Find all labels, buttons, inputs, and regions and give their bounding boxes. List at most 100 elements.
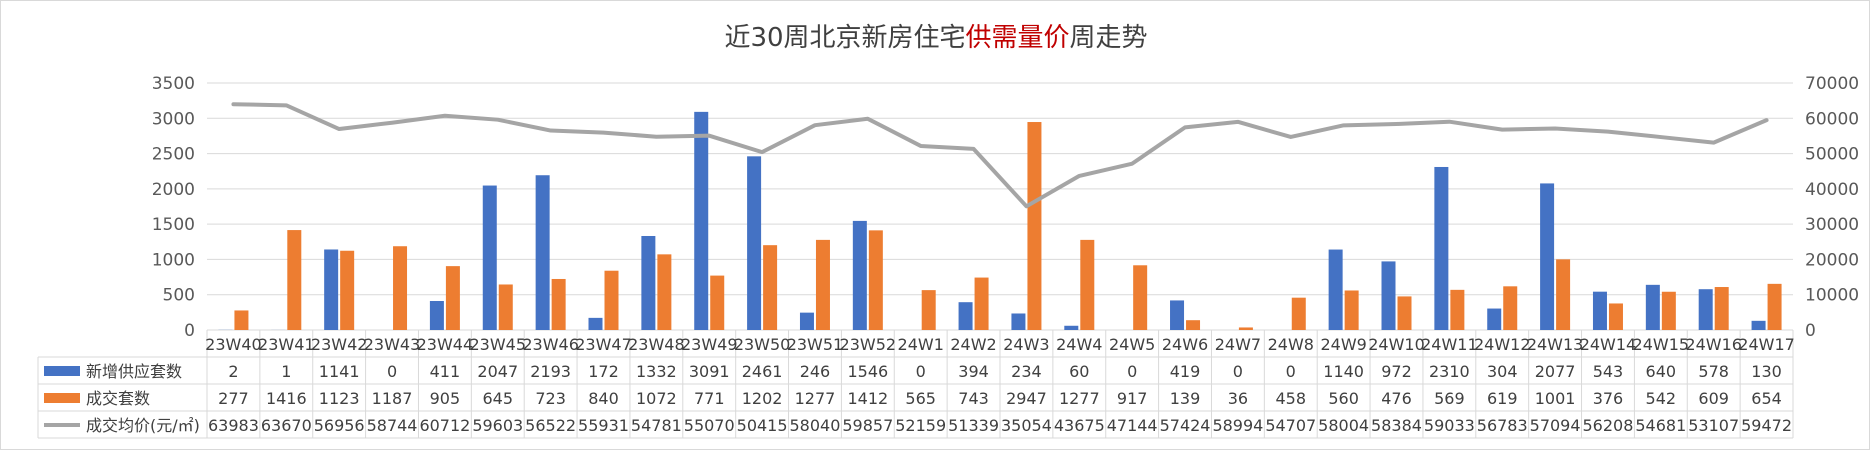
legend-label: 成交套数 <box>86 389 150 408</box>
bar-deals <box>763 245 778 330</box>
bar-supply <box>482 185 497 330</box>
data-label: 840 <box>588 389 619 408</box>
data-label: 771 <box>694 389 725 408</box>
data-label: 63670 <box>261 416 312 435</box>
x-tick-label: 23W45 <box>469 335 526 354</box>
data-label: 60712 <box>419 416 470 435</box>
data-label: 51339 <box>948 416 999 435</box>
x-tick-label: 24W12 <box>1474 335 1531 354</box>
y-right-tick-label: 30000 <box>1805 215 1859 235</box>
line-avg-price <box>231 102 1769 209</box>
x-tick-label: 23W47 <box>575 335 632 354</box>
data-label: 542 <box>1646 389 1677 408</box>
data-label: 53107 <box>1688 416 1739 435</box>
data-label: 917 <box>1117 389 1148 408</box>
y-left-tick-label: 1000 <box>152 250 195 270</box>
data-label: 55931 <box>578 416 629 435</box>
data-label: 58994 <box>1212 416 1263 435</box>
x-tick-label: 23W52 <box>840 335 897 354</box>
y-right-tick-label: 10000 <box>1805 286 1859 306</box>
data-label: 419 <box>1170 362 1201 381</box>
data-label: 58744 <box>367 416 418 435</box>
data-label: 560 <box>1328 389 1359 408</box>
bar-supply <box>1434 166 1449 330</box>
bar-deals <box>1080 239 1095 330</box>
bar-deals <box>1450 289 1465 330</box>
data-label: 130 <box>1751 362 1782 381</box>
x-tick-label: 23W44 <box>417 335 474 354</box>
data-label: 1277 <box>1059 389 1100 408</box>
x-tick-label: 24W3 <box>1003 335 1049 354</box>
data-label: 2047 <box>477 362 518 381</box>
bar-supply <box>641 235 656 330</box>
chart-title-part-2: 周走势 <box>1070 23 1148 53</box>
data-label: 50415 <box>737 416 788 435</box>
x-tick-label: 23W51 <box>787 335 844 354</box>
bar-supply <box>1540 183 1555 330</box>
x-tick-label: 24W2 <box>950 335 996 354</box>
data-label: 0 <box>1286 362 1296 381</box>
x-tick-label: 23W48 <box>628 335 685 354</box>
data-label: 43675 <box>1054 416 1105 435</box>
bar-deals <box>710 275 725 330</box>
bar-deals <box>1238 327 1253 330</box>
data-label: 645 <box>482 389 513 408</box>
data-label: 1001 <box>1535 389 1576 408</box>
data-label: 458 <box>1275 389 1306 408</box>
bar-supply <box>429 300 444 330</box>
y-left-tick-label: 3000 <box>152 109 195 129</box>
data-label: 139 <box>1170 389 1201 408</box>
bar-supply <box>1064 325 1079 330</box>
bar-supply <box>1170 300 1185 330</box>
bar-supply <box>1592 291 1607 330</box>
data-label: 394 <box>958 362 989 381</box>
data-label: 1332 <box>636 362 677 381</box>
data-label: 2310 <box>1429 362 1470 381</box>
bar-supply <box>958 302 973 330</box>
x-tick-label: 23W50 <box>734 335 791 354</box>
data-label: 1416 <box>266 389 307 408</box>
bar-deals <box>1027 122 1042 330</box>
data-label: 0 <box>387 362 397 381</box>
data-label: 59472 <box>1741 416 1792 435</box>
data-label: 55070 <box>684 416 735 435</box>
bar-deals <box>340 250 355 330</box>
data-label: 2077 <box>1535 362 1576 381</box>
bar-supply <box>1645 284 1660 330</box>
legend-swatch <box>44 366 80 376</box>
data-label: 1187 <box>372 389 413 408</box>
data-label: 619 <box>1487 389 1518 408</box>
legend-label: 成交均价(元/㎡) <box>86 416 200 435</box>
data-label: 578 <box>1698 362 1729 381</box>
data-label: 1277 <box>795 389 836 408</box>
data-label: 52159 <box>895 416 946 435</box>
data-label: 723 <box>535 389 566 408</box>
data-label: 0 <box>916 362 926 381</box>
data-label: 972 <box>1381 362 1412 381</box>
data-label: 2 <box>228 362 238 381</box>
x-tick-label: 24W10 <box>1368 335 1425 354</box>
bar-supply <box>694 111 709 331</box>
bar-deals <box>1608 303 1623 330</box>
data-label: 905 <box>430 389 461 408</box>
data-label: 1123 <box>319 389 360 408</box>
bar-supply <box>852 220 867 330</box>
data-label: 59857 <box>842 416 893 435</box>
chart-title-part-1: 供需量价 <box>966 23 1070 53</box>
x-tick-label: 24W13 <box>1527 335 1584 354</box>
data-label: 234 <box>1011 362 1042 381</box>
x-tick-label: 24W14 <box>1580 335 1637 354</box>
bar-deals <box>1133 265 1148 330</box>
x-tick-label: 24W4 <box>1056 335 1102 354</box>
bar-deals <box>445 266 460 330</box>
x-tick-label: 24W9 <box>1320 335 1366 354</box>
legend-label: 新增供应套数 <box>86 362 182 381</box>
x-tick-label: 23W42 <box>311 335 368 354</box>
y-right-tick-label: 50000 <box>1805 145 1859 165</box>
data-label: 57094 <box>1530 416 1581 435</box>
bar-supply <box>1487 308 1502 330</box>
y-left-tick-label: 500 <box>163 286 195 306</box>
data-label: 2461 <box>742 362 783 381</box>
data-label: 59603 <box>472 416 523 435</box>
